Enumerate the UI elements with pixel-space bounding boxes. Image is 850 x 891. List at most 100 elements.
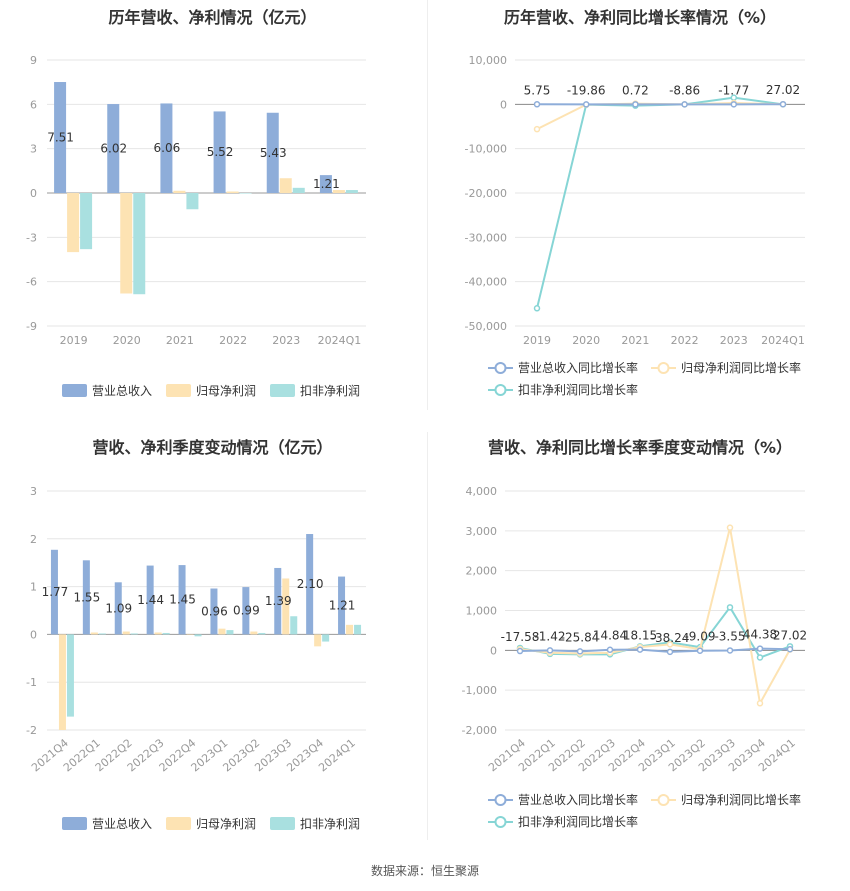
vertical-divider-bottom [427,432,428,840]
legend-marker [494,794,507,806]
data-point [546,647,554,654]
data-label: 1.55 [73,590,100,604]
vertical-divider-top [427,0,428,410]
data-label: 1.09 [105,601,132,615]
bar [133,193,146,295]
data-point [533,305,541,312]
legend-label: 归母净利润同比增长率 [681,360,801,375]
data-label: 1.21 [329,598,356,612]
chart-canvas: 4,0003,0002,0001,0000-1,000-2,0002021Q42… [462,485,808,829]
bar [162,632,170,635]
bar [332,190,345,193]
legend-marker [494,384,507,396]
x-tick-label: 2020 [572,334,600,347]
legend-marker [657,794,670,806]
bar [154,632,162,635]
x-tick-label: 2021 [621,334,649,347]
y-tick-label: -50,000 [465,320,507,333]
data-label: -8.86 [669,83,700,97]
legend-label: 扣非净利润 [300,817,360,831]
chart-title: 历年营收、净利情况（亿元） [108,8,317,27]
legend-label: 归母净利润 [196,817,256,831]
bar [345,190,358,193]
chart-canvas: 9 6 3 0 -3 -6 -9 7.51 2019 6.02 2020 6.06 2021 5.52 20… [26,54,366,398]
legend-label: 营业总收入 [92,817,152,831]
legend-swatch [62,384,87,397]
data-label: 0.96 [201,604,228,618]
y-tick-label: 0 [490,644,497,657]
bar [346,624,354,635]
data-label: 5.75 [524,83,551,97]
data-point [726,604,734,611]
legend-label: 扣非净利润同比增长率 [518,382,638,397]
data-label: -17.58 [501,630,540,644]
series-line [519,647,791,653]
bar [122,631,130,635]
bar [58,634,66,730]
bar [90,632,98,635]
data-point [533,125,541,133]
data-label: -3.55 [714,629,745,643]
data-point [666,648,674,656]
data-point [726,647,734,654]
chart-title: 营收、净利同比增长率季度变动情况（%） [487,438,793,457]
bar [173,190,186,193]
bar [226,630,234,635]
x-tick-label: 2022 [671,334,699,347]
data-label: -38.24 [651,631,690,645]
data-point [730,101,738,108]
bar [213,111,226,193]
chart-title: 历年营收、净利同比增长率情况（%） [503,8,777,27]
legend-label: 营业总收入同比增长率 [518,792,638,807]
y-tick-label: 3 [30,143,37,156]
data-point [726,524,734,531]
y-tick-label: -6 [26,276,37,289]
x-tick-label: 2022 [219,334,247,347]
data-point [696,647,704,654]
data-label: 6.02 [100,142,127,156]
data-point [786,646,794,653]
annual-growth-rate-chart: 历年营收、净利同比增长率情况（%） 10,000 0 -10,000 -20,000 -… [430,0,850,410]
chart-canvas: 10,000 0 -10,000 -20,000 -30,000 -40,000 -50,0… [465,54,805,397]
x-tick-label: 2023 [272,334,300,347]
bar [319,175,332,193]
legend-label: 扣非净利润 [300,384,360,398]
bar [290,616,298,635]
legend-swatch [62,817,87,830]
bar [239,193,252,194]
data-label: -25.84 [561,630,600,644]
legend-swatch [166,384,191,397]
bar [186,193,199,210]
data-point [632,101,639,108]
annual-revenue-profit-chart: 历年营收、净利情况（亿元） 9 6 3 0 -3 -6 -9 7.51 2019 6.02 2020… [0,0,425,410]
bar [50,549,58,635]
data-point [516,647,524,655]
data-label: -9.09 [684,630,715,644]
data-point [582,101,590,108]
y-tick-label: 1 [30,581,37,594]
legend-marker [494,362,507,374]
y-tick-label: -2 [26,724,37,737]
y-tick-label: 10,000 [469,54,508,67]
y-tick-label: -30,000 [465,231,507,244]
data-point [756,645,764,652]
legend-label: 营业总收入同比增长率 [518,360,638,375]
data-label: 44.38 [743,628,777,642]
data-label: 27.02 [766,83,800,97]
data-point [756,654,764,661]
y-tick-label: 2,000 [466,565,498,578]
data-label: 0.72 [622,83,649,97]
x-tick-label: 2023 [720,334,748,347]
y-tick-label: -40,000 [465,276,507,289]
bar [80,193,93,250]
bar [218,628,226,635]
y-tick-label: -9 [26,320,37,333]
x-tick-label: 2024Q1 [761,334,805,347]
data-label: -1.77 [718,83,749,97]
bar [178,565,186,635]
quarterly-growth-rate-chart: 营收、净利同比增长率季度变动情况（%） 4,000 3,000 2,000 1,000… [430,430,850,850]
data-point [636,646,644,653]
bar [250,631,258,635]
bar [354,624,362,635]
y-tick-label: -1,000 [462,684,497,697]
